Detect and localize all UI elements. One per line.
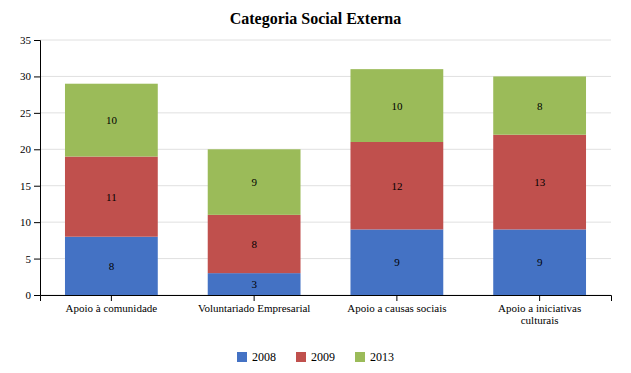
legend-item: 2008 [237, 350, 276, 364]
legend-swatch [355, 352, 365, 362]
y-tick: 20 [20, 143, 40, 155]
bar [350, 229, 443, 295]
chart: Categoria Social Externa 0 5 10 15 20 25 30 35 Ap… [0, 0, 631, 373]
y-tick-label: 30 [20, 70, 32, 82]
y-axis-line [34, 41, 41, 296]
data-label: 10 [106, 114, 118, 126]
bar [65, 84, 158, 157]
x-tick-mark [396, 295, 397, 301]
bar [65, 157, 158, 237]
y-tick-mark [34, 222, 40, 223]
x-tick: Apoio à comunidade [66, 295, 158, 314]
bars [65, 69, 586, 295]
x-tick-mark [254, 295, 255, 301]
y-tick-label: 25 [20, 107, 32, 119]
grid-line [40, 40, 611, 41]
y-axis: 0 5 10 15 20 25 30 35 [20, 34, 41, 301]
legend-swatch [296, 352, 306, 362]
y-tick: 35 [20, 34, 40, 46]
y-tick-label: 35 [20, 34, 32, 46]
y-tick-label: 0 [26, 289, 32, 301]
y-tick: 5 [26, 253, 41, 265]
x-tick-mark [111, 295, 112, 301]
bar [65, 237, 158, 295]
y-tick-mark [34, 40, 40, 41]
legend-label: 2013 [370, 350, 394, 364]
y-tick-label: 20 [20, 143, 32, 155]
data-label: 12 [391, 180, 402, 192]
y-tick: 25 [20, 107, 40, 119]
data-label: 8 [251, 238, 257, 250]
x-axis: Apoio à comunidade Voluntariado Empresari… [41, 295, 612, 326]
data-label: 13 [534, 176, 546, 188]
x-tick-label: Apoio a iniciativasculturais [498, 302, 581, 327]
bar [493, 76, 586, 134]
series [65, 69, 586, 215]
data-label: 10 [391, 100, 403, 112]
x-tick-label: Voluntariado Empresarial [198, 302, 311, 314]
x-tick: Apoio a iniciativasculturais [498, 295, 581, 326]
bar [208, 215, 301, 273]
data-label: 9 [251, 176, 257, 188]
bar [350, 69, 443, 142]
x-tick: Apoio a causas sociais [347, 295, 446, 314]
bar [493, 229, 586, 295]
bar [208, 149, 301, 215]
y-tick: 15 [20, 180, 40, 192]
x-tick-label: Apoio à comunidade [66, 302, 158, 314]
y-tick: 30 [20, 70, 40, 82]
data-label: 9 [537, 256, 543, 268]
data-label: 8 [537, 100, 543, 112]
y-tick-mark [34, 76, 40, 77]
legend-swatch [237, 352, 247, 362]
legend-label: 2009 [311, 350, 335, 364]
bar [350, 142, 443, 229]
y-tick-mark [34, 259, 40, 260]
legend: 2008 2009 2013 [237, 350, 394, 364]
y-tick-mark [34, 295, 40, 296]
y-tick-mark [34, 113, 40, 114]
data-label: 3 [251, 278, 257, 290]
data-labels: 8 3 9 9 11 8 12 13 10 9 10 8 [106, 100, 546, 291]
y-tick-label: 10 [20, 216, 32, 228]
plot: 0 5 10 15 20 25 30 35 Apoio à comunidade Voluntar… [20, 34, 612, 326]
bar [493, 135, 586, 230]
x-tick-label: Apoio a causas sociais [347, 302, 446, 314]
data-label: 9 [394, 256, 400, 268]
x-axis-line [41, 296, 612, 302]
bar [208, 273, 301, 295]
legend-label: 2008 [252, 350, 276, 364]
series [65, 229, 586, 295]
x-tick-mark [539, 295, 540, 301]
y-tick-label: 5 [26, 253, 32, 265]
grid [40, 40, 611, 295]
data-label: 11 [106, 191, 117, 203]
y-tick-label: 15 [20, 180, 32, 192]
y-tick: 10 [20, 216, 40, 228]
y-tick-mark [34, 186, 40, 187]
legend-item: 2013 [355, 350, 394, 364]
y-tick: 0 [26, 289, 41, 301]
data-label: 8 [109, 260, 115, 272]
x-tick: Voluntariado Empresarial [198, 295, 311, 314]
y-tick-mark [34, 149, 40, 150]
legend-item: 2009 [296, 350, 335, 364]
title: Categoria Social Externa [230, 10, 402, 28]
